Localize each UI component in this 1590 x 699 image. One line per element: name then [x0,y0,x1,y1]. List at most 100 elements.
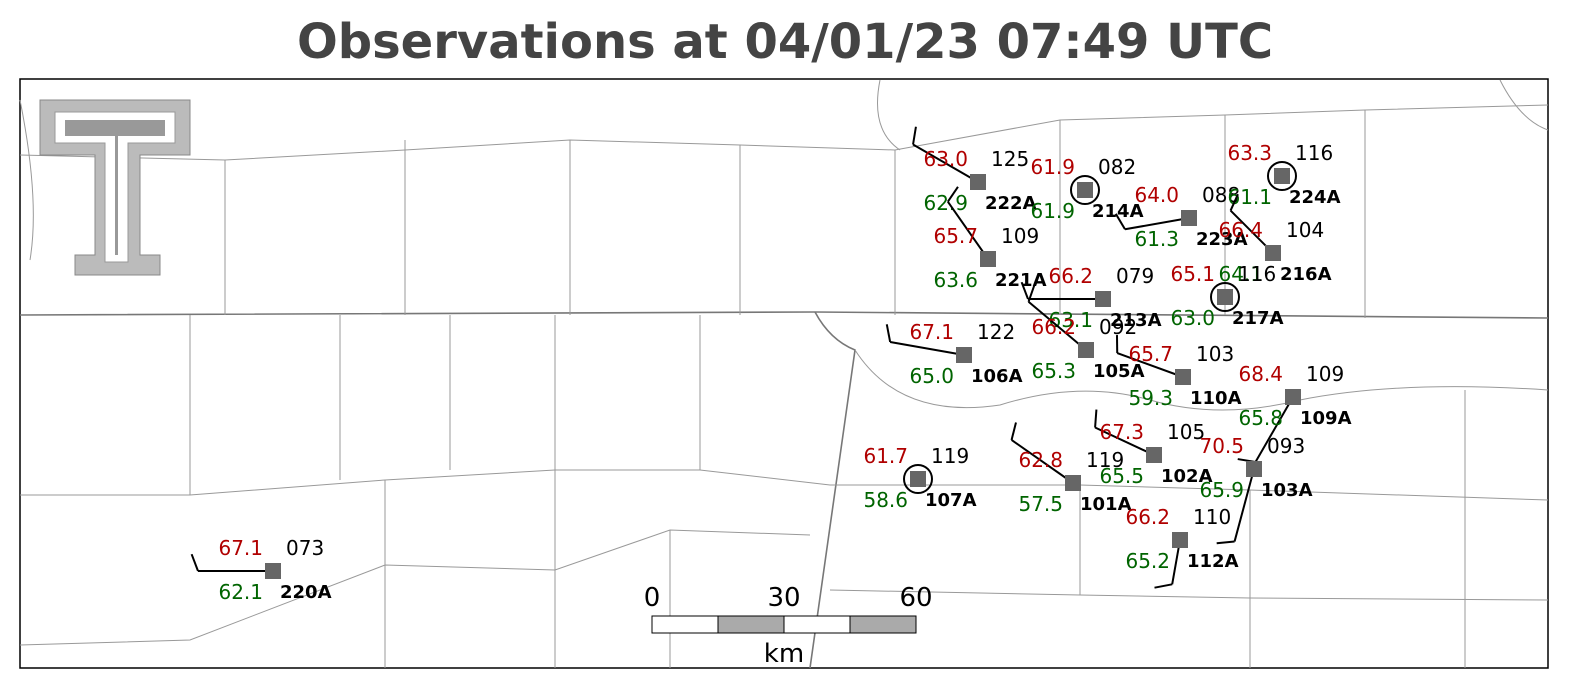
logo [39,99,191,276]
pressure: 116 [1295,141,1333,165]
temperature: 65.7 [1128,342,1173,366]
wind-barb [1027,284,1036,303]
station-id: 217A [1232,308,1284,329]
temperature: 65.7 [933,224,978,248]
wind-barb [885,324,892,343]
temperature: 66.2 [1125,505,1170,529]
temperature: 61.9 [1030,155,1075,179]
dewpoint: 62.9 [923,191,968,215]
station-id: 214A [1092,201,1144,222]
station-marker [910,471,926,487]
title: Observations at 04/01/23 07:49 UTC [297,14,1273,70]
station-id: 107A [925,490,977,511]
wind-barb [947,186,959,203]
station-id: 106A [971,366,1023,387]
wind-barb [912,143,979,183]
wind-barb [889,340,965,356]
scale-bar: 0 30 60 km [644,583,933,669]
station-id: 101A [1080,494,1132,515]
dewpoint: 65.5 [1099,464,1144,488]
dewpoint: 63.6 [933,268,978,292]
station-marker [980,251,996,267]
temperature: 67.1 [218,536,263,560]
station-id: 216A [1280,264,1332,285]
pressure: 119 [1086,448,1124,472]
dewpoint: 57.5 [1018,492,1063,516]
dewpoint: 58.6 [863,488,908,512]
station-id: 105A [1093,361,1145,382]
calm-circle [1210,282,1240,312]
temperature: 63.3 [1227,141,1272,165]
dewpoint: 62.1 [218,580,263,604]
station-id: 224A [1289,187,1341,208]
dewpoint: 65.0 [909,364,954,388]
dewpoint: 63.1 [1048,308,1093,332]
wind-barb [1216,540,1235,545]
pressure: 109 [1306,362,1344,386]
temperature: 70.5 [1199,434,1244,458]
pressure: 092 [1099,315,1137,339]
calm-circle [903,464,933,494]
station-marker [1078,342,1094,358]
wind-barb [912,126,917,145]
temperature: 63.0 [923,147,968,171]
temperature: 67.3 [1099,420,1144,444]
pressure: 109 [1001,224,1039,248]
pressure: 110 [1193,505,1231,529]
dewpoint: 65.2 [1125,549,1170,573]
station-id: 103A [1261,480,1313,501]
pressure: 082 [1098,155,1136,179]
dewpoint: 63.0 [1170,306,1215,330]
station-marker [1172,532,1188,548]
station-marker [1265,245,1281,261]
wind-barb [1027,301,1087,351]
station-marker [970,174,986,190]
station-marker [1285,389,1301,405]
pressure: 116 [1238,262,1276,286]
wind-barb [1116,352,1184,378]
station-marker [1175,369,1191,385]
station-id: 109A [1300,408,1352,429]
temperature: 66.4 [1218,218,1263,242]
wind-barb [1114,213,1126,230]
temperature: 66.2 [1031,315,1076,339]
station-id: 223A [1196,229,1248,250]
dewpoint: 61.3 [1134,227,1179,251]
wind-barb [1010,422,1017,441]
station-id: 222A [985,193,1037,214]
wind-barb [1020,281,1029,300]
boundaries [19,79,1549,669]
station-id: 221A [995,270,1047,291]
station-marker [1146,447,1162,463]
dewpoint: 65.8 [1238,406,1283,430]
station-marker [1217,289,1233,305]
wind-barb [1124,217,1190,231]
temperature: 67.1 [909,320,954,344]
scale-tick: 30 [767,583,800,613]
station-marker [1181,210,1197,226]
wind-barb [1094,426,1155,456]
dewpoint: 61.1 [1227,185,1272,209]
pressure: 103 [1196,342,1234,366]
calm-circle [1070,175,1100,205]
station-marker [1077,182,1093,198]
station-id: 213A [1110,310,1162,331]
wind-barb [1229,193,1239,211]
station-id: 110A [1190,388,1242,409]
temperature: 61.7 [863,444,908,468]
temperature: 68.4 [1238,362,1283,386]
pressure: 093 [1267,434,1305,458]
dewpoint: 64.1 [1218,262,1263,286]
pressure: 125 [991,147,1029,171]
temperature: 64.0 [1134,183,1179,207]
dewpoint: 65.3 [1031,359,1076,383]
pressure: 073 [286,536,324,560]
wind-barb [190,553,199,572]
temperature: 62.8 [1018,448,1063,472]
wind-barb [1010,439,1074,484]
station-marker [1246,461,1262,477]
wind-barb [1233,468,1255,542]
station-marker [1065,475,1081,491]
